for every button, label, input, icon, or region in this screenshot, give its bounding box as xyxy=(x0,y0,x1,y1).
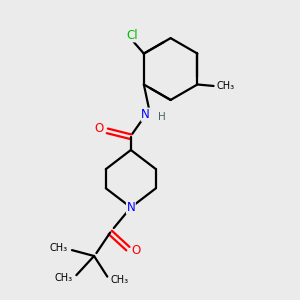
Text: Cl: Cl xyxy=(126,29,138,42)
Text: O: O xyxy=(94,122,104,135)
Text: CH₃: CH₃ xyxy=(50,243,68,253)
Text: CH₃: CH₃ xyxy=(55,273,73,283)
Text: O: O xyxy=(131,244,141,257)
Text: CH₃: CH₃ xyxy=(111,275,129,285)
Text: N: N xyxy=(141,108,150,121)
Text: N: N xyxy=(127,201,135,214)
Text: CH₃: CH₃ xyxy=(217,81,235,91)
Text: H: H xyxy=(158,112,166,122)
